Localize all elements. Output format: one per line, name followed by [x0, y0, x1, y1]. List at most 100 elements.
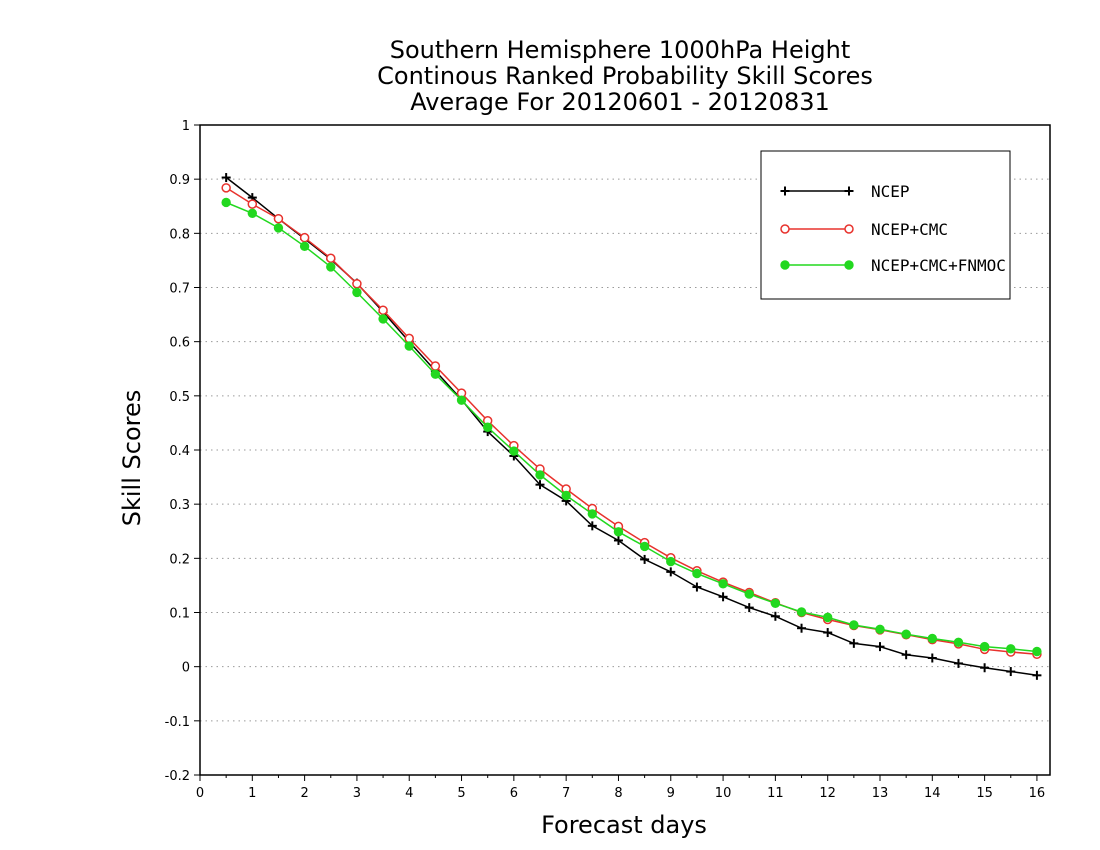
y-tick-label: 0.2 — [169, 552, 190, 567]
data-point — [1006, 667, 1016, 677]
y-tick-label: 0 — [182, 661, 190, 676]
data-point — [718, 592, 728, 602]
data-point — [299, 232, 310, 243]
legend-marker — [780, 260, 790, 270]
x-tick-label: 5 — [457, 786, 465, 801]
y-tick-label: 1 — [182, 119, 190, 134]
data-point — [1006, 644, 1016, 654]
data-point — [901, 629, 911, 639]
legend-box — [760, 150, 1011, 300]
legend-marker — [780, 186, 790, 196]
data-point — [927, 653, 937, 663]
legend-marker — [844, 186, 854, 196]
title-line-3: Average For 20120601 - 20120831 — [410, 88, 830, 116]
data-point — [744, 603, 754, 613]
series-ncep-cmc-fnmoc — [221, 197, 1042, 657]
data-point — [1032, 670, 1042, 680]
x-tick-label: 6 — [510, 786, 518, 801]
legend-label: NCEP+CMC — [871, 220, 948, 239]
y-tick-label: 0.5 — [169, 390, 190, 405]
x-tick-label: 10 — [715, 786, 732, 801]
x-tick-label: 7 — [562, 786, 570, 801]
data-point — [613, 527, 624, 537]
data-point — [299, 241, 310, 252]
x-tick-label: 4 — [405, 786, 413, 801]
data-point — [221, 183, 231, 193]
data-point — [247, 199, 258, 209]
data-point — [535, 470, 545, 480]
data-point — [953, 637, 964, 647]
data-point — [953, 658, 963, 668]
data-point — [770, 598, 781, 608]
x-tick-label: 12 — [819, 786, 836, 801]
x-tick-label: 2 — [300, 786, 308, 801]
data-point — [430, 361, 441, 371]
x-tick-label: 13 — [872, 786, 889, 801]
data-point — [849, 620, 859, 630]
x-tick-label: 15 — [976, 786, 993, 801]
y-axis: -0.2 -0.1 0 0.1 0.2 0.3 0.4 0.5 0.6 0.7 0.8 0.9 1 — [165, 119, 200, 784]
legend-label: NCEP+CMC+FNMOC — [871, 256, 1006, 275]
data-point — [666, 556, 676, 567]
data-point — [796, 607, 807, 617]
data-point — [639, 541, 650, 552]
x-tick-label: 11 — [767, 786, 784, 801]
data-point — [509, 446, 519, 456]
data-point — [273, 213, 284, 224]
y-tick-label: -0.2 — [165, 769, 190, 784]
data-point — [430, 369, 441, 379]
y-tick-label: 0.7 — [169, 282, 190, 297]
data-point — [875, 642, 885, 652]
x-axis: 0 1 2 3 4 5 6 7 8 9 10 11 12 13 14 15 16 — [196, 775, 1045, 801]
data-point — [273, 223, 284, 233]
data-point — [456, 395, 467, 405]
x-tick-label: 8 — [614, 786, 622, 801]
data-point — [979, 641, 990, 652]
x-axis-title: Forecast days — [541, 811, 707, 839]
data-point — [221, 173, 231, 183]
data-point — [326, 253, 336, 263]
y-tick-label: 0.9 — [169, 173, 190, 188]
x-tick-label: 9 — [667, 786, 675, 801]
data-point — [378, 305, 388, 315]
data-point — [352, 278, 362, 289]
data-point — [744, 589, 754, 599]
data-point — [535, 480, 545, 490]
legend-entry: NCEP+CMC+FNMOC — [780, 256, 1006, 275]
data-point — [352, 287, 362, 298]
x-tick-label: 3 — [353, 786, 361, 801]
y-tick-label: 0.4 — [169, 444, 190, 459]
data-point — [770, 611, 780, 621]
data-point — [980, 663, 990, 673]
data-point — [666, 567, 676, 577]
y-tick-label: 0.6 — [169, 336, 190, 351]
y-tick-label: 0.8 — [169, 227, 190, 242]
x-tick-label: 0 — [196, 786, 204, 801]
data-point — [221, 197, 231, 208]
data-point — [561, 490, 571, 501]
data-point — [823, 628, 833, 638]
data-point — [927, 633, 938, 644]
y-tick-label: -0.1 — [165, 715, 190, 730]
data-point — [404, 341, 414, 351]
legend-marker — [844, 224, 854, 234]
data-point — [822, 612, 833, 623]
data-point — [901, 650, 911, 660]
legend-entry: NCEP+CMC — [780, 220, 948, 239]
data-point — [404, 333, 414, 344]
x-tick-label: 1 — [248, 786, 256, 801]
data-point — [692, 582, 702, 592]
grid-lines — [200, 178, 1050, 722]
legend-marker — [780, 224, 790, 234]
title-line-1: Southern Hemisphere 1000hPa Height — [390, 36, 850, 64]
data-point — [613, 535, 623, 545]
data-point — [1032, 646, 1042, 657]
legend: NCEP NCEP+CMC NCEP+CMC+FNMOC — [760, 150, 1011, 300]
chart-title: Southern Hemisphere 1000hPa Height Conti… — [377, 36, 873, 116]
data-point — [875, 624, 885, 634]
y-tick-label: 0.1 — [169, 607, 190, 622]
series-layer — [221, 173, 1042, 680]
data-point — [797, 623, 807, 633]
x-tick-label: 14 — [924, 786, 941, 801]
